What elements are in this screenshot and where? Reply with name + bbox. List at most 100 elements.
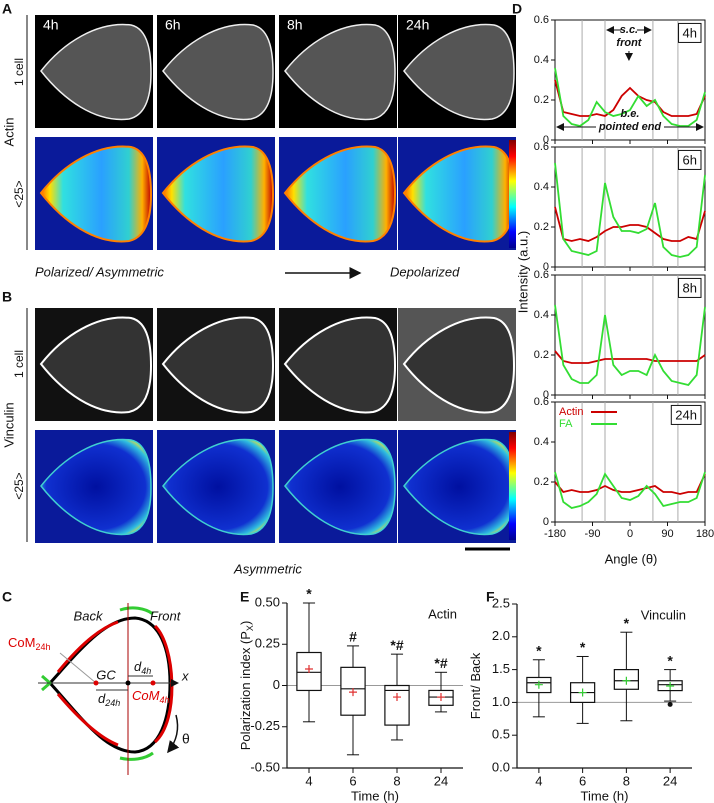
panel-label: F	[486, 589, 495, 605]
arc	[56, 620, 119, 673]
y-tick-label: 0.4	[534, 436, 549, 448]
label: CoM4h	[132, 688, 169, 705]
annotation: front	[616, 37, 642, 49]
colorbar	[509, 140, 516, 248]
label: Back	[74, 608, 104, 623]
legend-label: Actin	[559, 406, 583, 418]
y-tick-label: 2.0	[492, 628, 510, 643]
x-axis-label: Angle (θ)	[605, 551, 658, 566]
y-tick-label: -0.50	[250, 759, 280, 774]
chart-title: Actin	[428, 606, 457, 621]
caption: Depolarized	[390, 264, 460, 279]
annotation: #	[349, 629, 357, 645]
label: CoM24h	[8, 635, 50, 652]
point	[125, 680, 131, 686]
label: x	[181, 668, 189, 683]
annotation: pointed end	[598, 121, 662, 133]
label-text: CoM	[132, 688, 160, 703]
label-sub: 4h	[141, 666, 151, 676]
outlier	[667, 701, 673, 707]
x-tick-label: 0	[627, 528, 633, 540]
x-tick-label: 4	[305, 773, 312, 788]
y-tick-label: 0.4	[534, 181, 549, 193]
line	[554, 162, 706, 258]
y-tick-label: -0.25	[250, 718, 280, 733]
annotation: *	[624, 615, 630, 631]
panel-label: A	[2, 1, 12, 17]
y-tick-label: 0.6	[534, 141, 549, 153]
pointer	[59, 652, 97, 684]
diagram: Back Front CoM24h GC d4h d24h CoM4h x θ	[8, 603, 190, 775]
point	[93, 680, 99, 686]
title-box	[678, 149, 702, 170]
label-sub: 24h	[35, 642, 50, 652]
legend-label: FA	[559, 418, 573, 430]
y-tick-label: 0.25	[255, 636, 280, 651]
line	[554, 79, 706, 117]
y-tick-label: 0.2	[534, 221, 549, 233]
panel-label: C	[2, 589, 12, 605]
chart-title: 24h	[675, 407, 697, 422]
line	[554, 350, 706, 364]
arc	[119, 606, 154, 616]
x-tick-label: -180	[544, 528, 566, 540]
annotation: *	[580, 639, 586, 655]
x-tick-label: 4	[535, 773, 542, 788]
label: d4h	[134, 659, 151, 676]
annotation: *	[306, 586, 312, 602]
label-text: CoM	[8, 635, 35, 650]
mean	[622, 676, 631, 685]
label: θ	[182, 731, 190, 747]
label: Front	[150, 608, 182, 623]
y-tick-label: 1.5	[492, 661, 510, 676]
arc	[119, 751, 154, 761]
y-axis-label-sub: X	[245, 625, 255, 631]
point	[150, 680, 156, 686]
line	[554, 67, 706, 127]
x-axis-label: Time (h)	[581, 788, 629, 803]
x-tick-label: 90	[661, 528, 673, 540]
time-label: 8h	[287, 17, 303, 33]
y-axis-label: Front/ Back	[468, 652, 483, 719]
label-text: d	[98, 691, 106, 706]
y-tick-label: 0.2	[534, 94, 549, 106]
time-label: 6h	[165, 17, 181, 33]
sub-label: <25>	[12, 180, 26, 207]
mean	[578, 688, 587, 697]
panel-label: D	[512, 1, 522, 17]
sub-label: 1 cell	[12, 350, 26, 378]
x-axis-label: Time (h)	[351, 788, 399, 803]
title-box	[670, 404, 702, 425]
sub-label: 1 cell	[12, 58, 26, 86]
row-label: Vinculin	[1, 402, 16, 447]
x-tick-label: -90	[585, 528, 601, 540]
x-tick-label: 24	[434, 773, 448, 788]
x-tick-label: 180	[696, 528, 714, 540]
y-tick-label: 0	[273, 677, 280, 692]
caption: Asymmetric	[233, 561, 302, 576]
annotation: *#	[434, 655, 447, 671]
time-label: 4h	[43, 17, 59, 33]
mean	[666, 682, 675, 690]
box	[384, 684, 410, 726]
row-label: Actin	[1, 118, 16, 147]
sub-label: <25>	[12, 472, 26, 499]
annotation: *#	[390, 637, 403, 653]
arc	[56, 693, 119, 747]
annotation: *	[536, 642, 542, 658]
box	[296, 651, 322, 692]
label-sub: 4h	[159, 695, 169, 705]
chart-title: 8h	[683, 280, 697, 295]
arrow	[167, 714, 180, 754]
y-axis-label: Polarization index (PX)	[238, 621, 255, 751]
title-box	[678, 22, 702, 43]
y-tick-label: 0.0	[492, 759, 510, 774]
x-tick-label: 8	[393, 773, 400, 788]
line	[554, 206, 706, 242]
y-tick-label: 0.4	[534, 54, 549, 66]
y-tick-label: 0.6	[534, 269, 549, 281]
chart-title: 4h	[683, 25, 697, 40]
x-tick-label: 24	[663, 773, 677, 788]
y-tick-label: 0.2	[534, 349, 549, 361]
